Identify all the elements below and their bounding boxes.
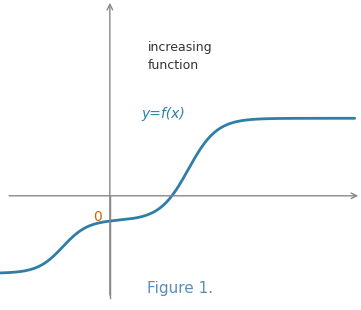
Text: Figure 1.: Figure 1. [147, 281, 214, 296]
Text: increasing
function: increasing function [148, 41, 212, 72]
Text: y=f(x): y=f(x) [141, 107, 185, 121]
Text: 0: 0 [93, 210, 102, 224]
